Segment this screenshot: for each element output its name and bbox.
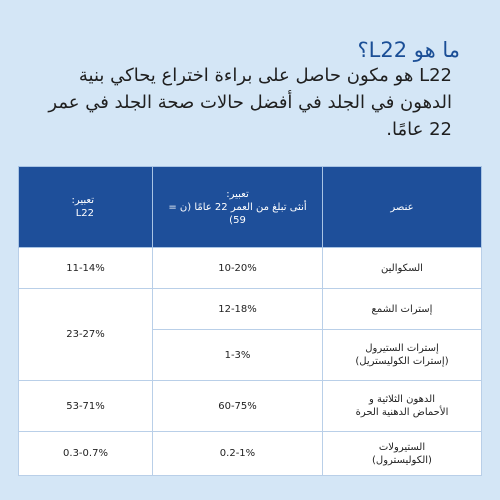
- cell-component: السكوالين: [322, 247, 482, 289]
- table-header-row: عنصر تعبير: أنثى تبلغ من العمر 22 عامًا (…: [18, 166, 482, 248]
- page-subtitle: L22 هو مكون حاصل على براءة اختراع يحاكي …: [48, 65, 452, 140]
- header-female-22: تعبير: أنثى تبلغ من العمر 22 عامًا (ن = 5…: [152, 166, 323, 248]
- cell-female-22: 60-75%: [152, 380, 323, 432]
- header-component: عنصر: [322, 166, 482, 248]
- cell-l22: 53-71%: [18, 380, 153, 432]
- page-heading: ما هو L22؟: [357, 38, 461, 62]
- cell-female-22: 10-20%: [152, 247, 323, 289]
- cell-component: إسترات الشمع: [322, 288, 482, 330]
- cell-female-22: 1-3%: [152, 329, 323, 381]
- lipid-comparison-table: عنصر تعبير: أنثى تبلغ من العمر 22 عامًا (…: [18, 166, 482, 476]
- table-row: إسترات الشمع 12-18% 23-27%: [18, 288, 482, 381]
- table-row: السكوالين 10-20% 11-14%: [18, 247, 482, 289]
- table-row: الدهون الثلاثية و الأحماض الدهنية الحرة 6…: [18, 380, 482, 432]
- header-l22: تعبير: L22: [18, 166, 153, 248]
- cell-female-22: 12-18%: [152, 288, 323, 330]
- cell-l22: 23-27%: [18, 288, 153, 381]
- table-row: إسترات الستيرول (إسترات الكوليستريل) 1-3%: [19, 329, 482, 381]
- table-row: الستيرولات (الكوليسترول) 0.2-1% 0.3-0.7%: [18, 431, 482, 476]
- cell-l22: 0.3-0.7%: [18, 431, 153, 476]
- cell-component: إسترات الستيرول (إسترات الكوليستريل): [322, 329, 482, 381]
- cell-female-22: 0.2-1%: [152, 431, 323, 476]
- cell-l22: 11-14%: [18, 247, 153, 289]
- cell-component: الدهون الثلاثية و الأحماض الدهنية الحرة: [322, 380, 482, 432]
- cell-component: الستيرولات (الكوليسترول): [322, 431, 482, 476]
